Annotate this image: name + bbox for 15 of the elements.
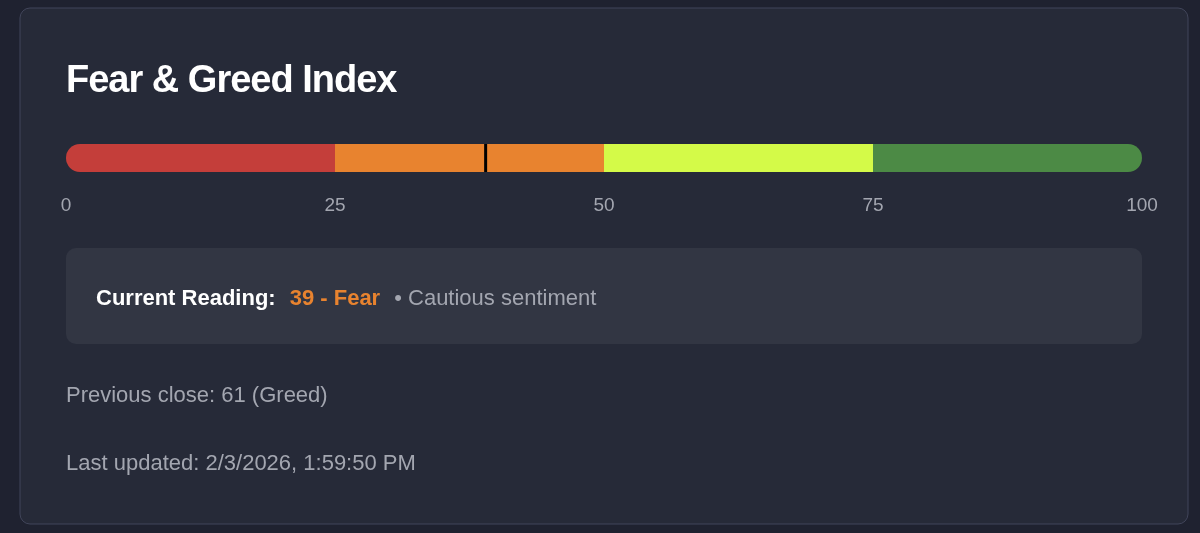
text: 39 - Fear [289, 285, 381, 310]
text: Last updated: 2/3/2026, 1:59:50 PM [66, 450, 416, 475]
x-tick-label: 100 [1126, 194, 1158, 215]
bar [604, 144, 873, 172]
bar [335, 144, 604, 172]
text: Current Reading: [96, 285, 276, 310]
x-tick-label: 75 [862, 194, 884, 215]
x-tick-label: 25 [324, 194, 346, 215]
text: Previous close: 61 (Greed) [66, 382, 328, 407]
bar [66, 144, 335, 172]
text: • Cautious sentiment [394, 285, 597, 310]
bar [873, 144, 1142, 172]
x-tick-label: 0 [60, 194, 72, 215]
chart-title: Fear & Greed Index [66, 58, 398, 100]
x-tick-label: 50 [593, 194, 615, 215]
